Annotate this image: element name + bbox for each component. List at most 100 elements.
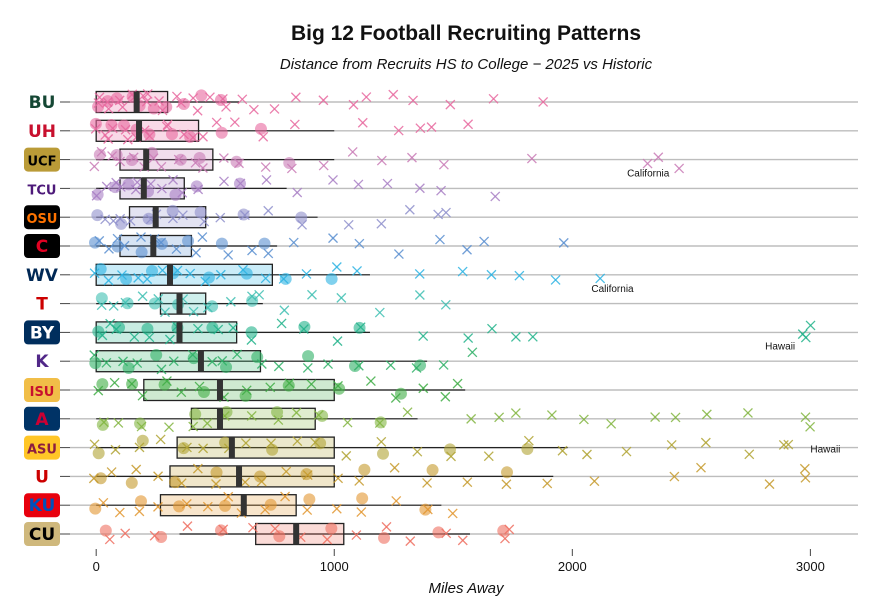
historic-point bbox=[292, 187, 303, 198]
cross-stroke bbox=[546, 410, 557, 421]
historic-point bbox=[322, 534, 333, 545]
recruit-2025-point bbox=[233, 177, 246, 190]
cross-stroke bbox=[248, 104, 259, 115]
cross-stroke bbox=[171, 244, 182, 255]
recruit-2025-point bbox=[254, 122, 267, 135]
cross-stroke bbox=[800, 412, 811, 423]
cross-stroke bbox=[198, 443, 209, 454]
cross-stroke bbox=[353, 179, 364, 190]
cross-stroke bbox=[291, 407, 302, 418]
historic-point bbox=[389, 462, 400, 473]
cross-stroke bbox=[289, 119, 300, 130]
cross-stroke bbox=[341, 450, 352, 461]
team-logo: A bbox=[24, 406, 60, 431]
cross-stroke bbox=[192, 105, 203, 116]
cross-stroke bbox=[276, 318, 287, 329]
historic-point bbox=[642, 158, 653, 169]
team-logo: ISU bbox=[24, 378, 60, 402]
historic-point bbox=[433, 209, 444, 220]
cross-stroke bbox=[356, 507, 367, 518]
historic-point bbox=[361, 92, 372, 102]
recruit-2025-point bbox=[94, 472, 107, 485]
x-tick-label: 3000 bbox=[796, 559, 825, 574]
recruit-2025-point bbox=[219, 436, 232, 449]
cross-stroke bbox=[263, 205, 274, 216]
cross-stroke bbox=[418, 383, 429, 394]
team-row bbox=[96, 406, 816, 433]
cross-stroke bbox=[279, 305, 290, 316]
cross-stroke bbox=[273, 361, 284, 372]
cross-stroke bbox=[101, 181, 112, 192]
historic-point bbox=[171, 244, 182, 255]
recruit-2025-point bbox=[271, 406, 284, 419]
historic-point bbox=[382, 178, 393, 189]
cross-stroke bbox=[510, 331, 521, 342]
cross-stroke bbox=[215, 269, 226, 280]
cross-stroke bbox=[318, 95, 329, 106]
historic-point bbox=[323, 359, 333, 370]
historic-point bbox=[352, 265, 362, 276]
historic-point bbox=[301, 269, 312, 279]
recruit-2025-point bbox=[206, 321, 219, 334]
logo-bg bbox=[24, 147, 60, 172]
historic-point bbox=[550, 274, 561, 285]
cross-stroke bbox=[156, 183, 167, 194]
cross-stroke bbox=[223, 249, 234, 260]
cross-stroke bbox=[207, 356, 218, 367]
logo-mark: BU bbox=[29, 93, 56, 113]
historic-point bbox=[374, 307, 385, 318]
recruit-2025-point bbox=[173, 500, 186, 513]
recruit-2025-point bbox=[189, 408, 202, 421]
cross-stroke bbox=[292, 436, 303, 447]
historic-point bbox=[318, 160, 329, 171]
cross-stroke bbox=[490, 191, 501, 202]
cross-stroke bbox=[223, 491, 234, 502]
historic-point bbox=[393, 249, 404, 260]
historic-point bbox=[354, 238, 365, 249]
historic-point bbox=[164, 334, 175, 345]
cross-stroke bbox=[199, 216, 210, 227]
cross-stroke bbox=[467, 347, 478, 358]
historic-point bbox=[393, 125, 404, 136]
cross-stroke bbox=[179, 129, 189, 140]
cross-stroke bbox=[438, 159, 449, 170]
team-row bbox=[91, 174, 501, 202]
recruit-2025-point bbox=[134, 417, 147, 430]
historic-point bbox=[291, 407, 302, 418]
historic-point bbox=[351, 530, 362, 541]
cross-stroke bbox=[436, 185, 447, 196]
historic-point bbox=[198, 131, 208, 142]
median-marker bbox=[166, 264, 173, 286]
historic-point bbox=[273, 361, 284, 372]
historic-point bbox=[800, 332, 811, 343]
historic-point bbox=[650, 412, 661, 423]
historic-point bbox=[546, 410, 557, 421]
recruit-2025-point bbox=[298, 320, 311, 333]
historic-point bbox=[490, 191, 501, 202]
historic-point bbox=[103, 134, 114, 144]
cross-stroke bbox=[488, 93, 499, 104]
historic-point bbox=[606, 418, 617, 429]
historic-point bbox=[248, 104, 259, 115]
recruit-2025-point bbox=[165, 128, 178, 141]
recruit-2025-point bbox=[333, 382, 346, 395]
historic-point bbox=[328, 233, 338, 244]
historic-point bbox=[422, 477, 433, 488]
cross-stroke bbox=[557, 445, 568, 456]
historic-point bbox=[263, 205, 274, 216]
historic-point bbox=[341, 450, 352, 461]
recruit-2025-point bbox=[303, 493, 316, 506]
cross-stroke bbox=[182, 521, 193, 532]
cross-stroke bbox=[462, 477, 473, 488]
recruit-2025-point bbox=[501, 466, 514, 479]
recruit-2025-point bbox=[177, 442, 190, 455]
recruit-2025-point bbox=[521, 443, 534, 456]
historic-point bbox=[207, 356, 218, 367]
historic-point bbox=[332, 336, 343, 347]
recruit-2025-point bbox=[146, 265, 159, 278]
team-logo: WV bbox=[24, 262, 60, 287]
cross-stroke bbox=[261, 175, 272, 185]
cross-stroke bbox=[558, 237, 569, 248]
historic-point bbox=[669, 471, 680, 482]
cross-stroke bbox=[281, 466, 292, 477]
